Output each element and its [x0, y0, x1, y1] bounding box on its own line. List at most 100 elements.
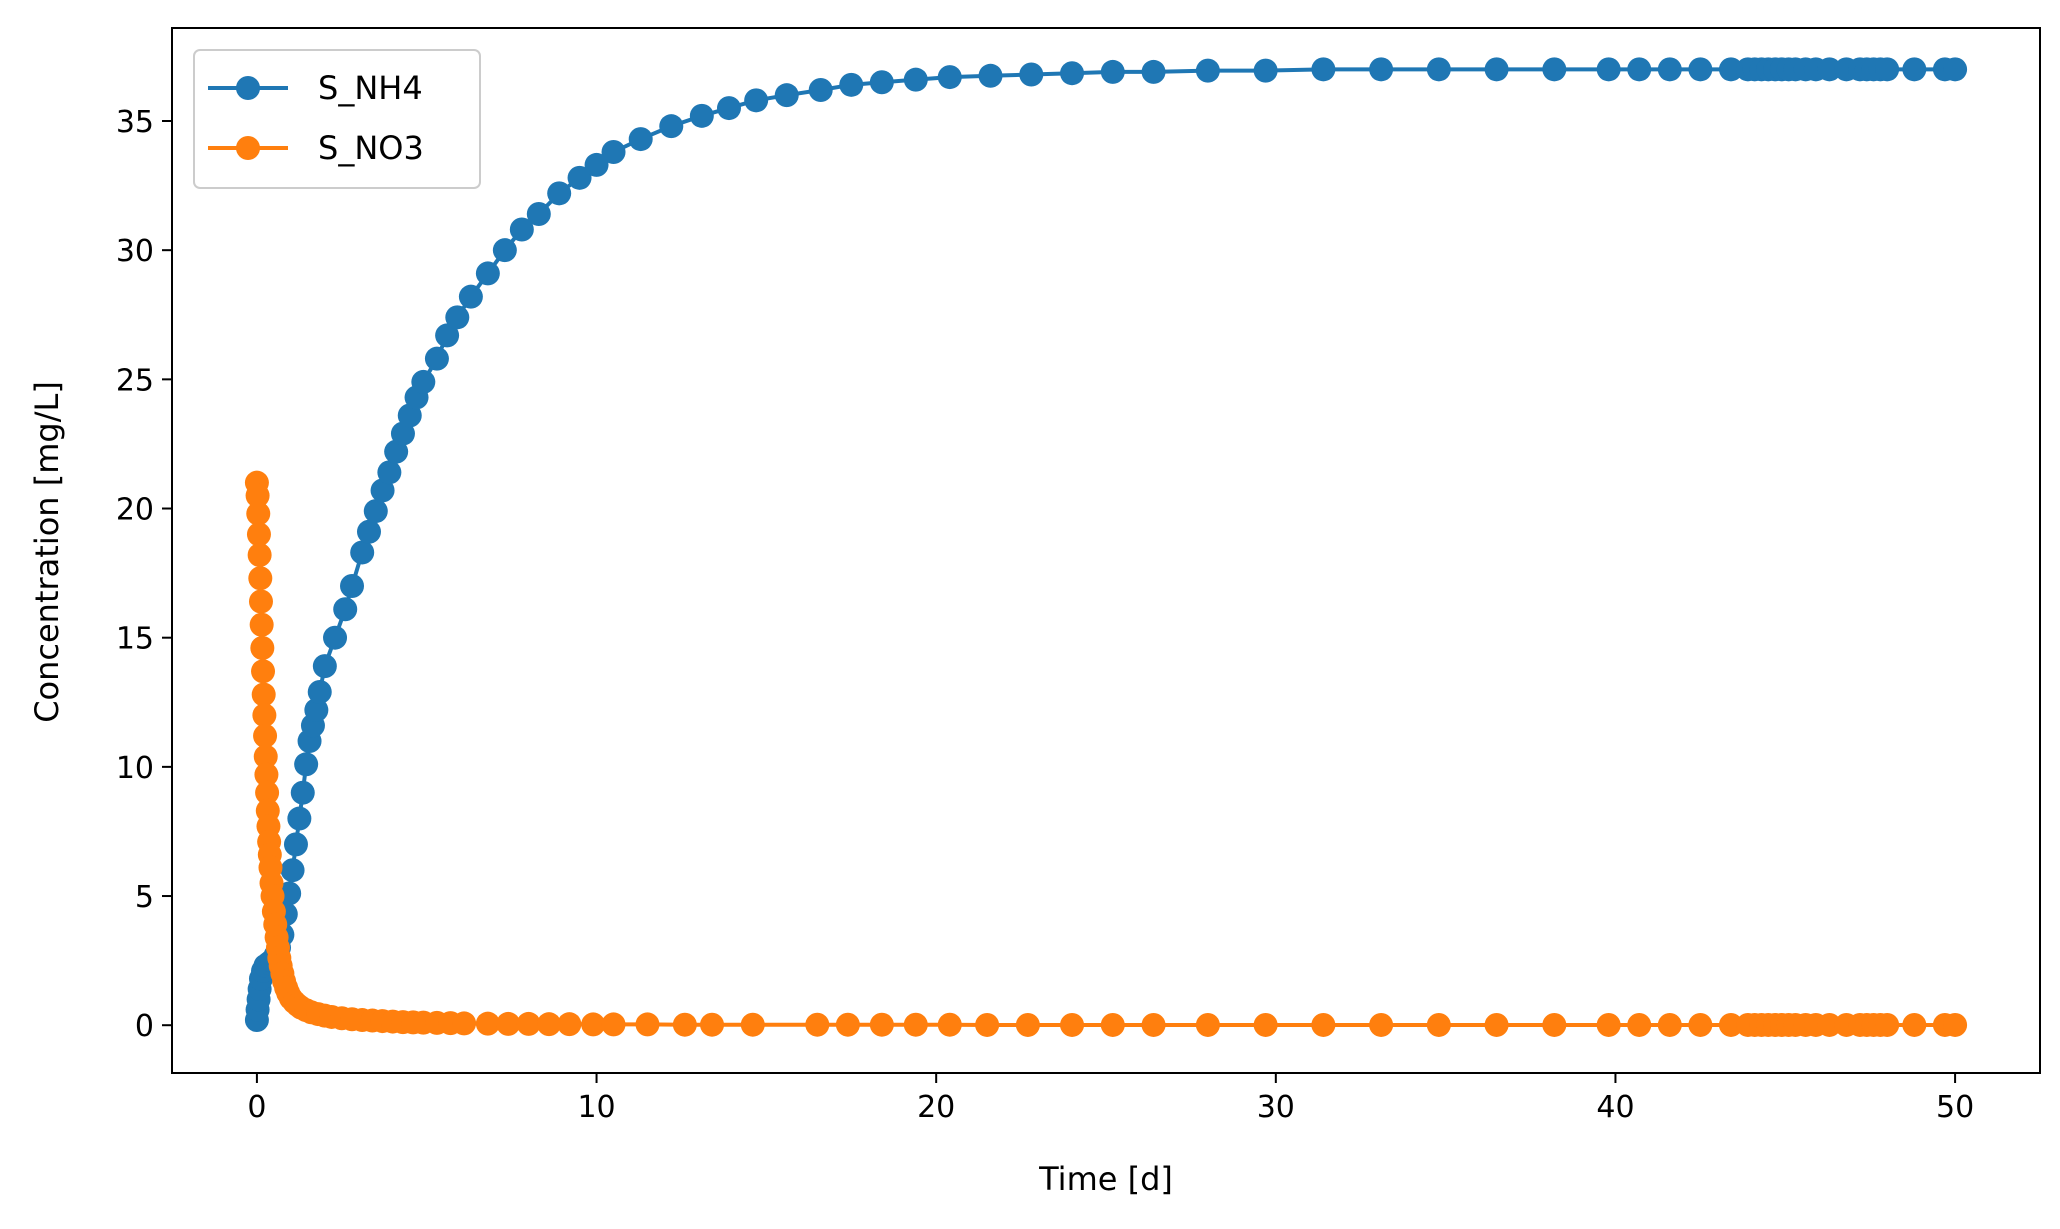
data-point [903, 67, 928, 92]
data-point [1484, 1012, 1509, 1037]
y-axis-label: Concentration [mg/L] [28, 381, 66, 723]
data-point [294, 752, 319, 777]
data-point [740, 1012, 765, 1037]
x-tick-label: 30 [1257, 1090, 1295, 1125]
data-point [1817, 1012, 1842, 1037]
data-point [475, 261, 500, 286]
data-point [492, 238, 517, 263]
data-point [1902, 57, 1927, 82]
data-point [1253, 1012, 1278, 1037]
data-point [1195, 1012, 1220, 1037]
axes-frame [171, 27, 2041, 1074]
data-point [384, 439, 409, 464]
data-point [249, 612, 274, 637]
data-point [567, 165, 592, 190]
y-tick-label: 10 [116, 751, 154, 786]
data-point [937, 1012, 962, 1037]
data-point [1141, 1012, 1166, 1037]
data-point [424, 346, 449, 371]
data-point [246, 522, 271, 547]
x-tick-label: 0 [247, 1090, 266, 1125]
data-point [452, 1011, 477, 1036]
data-point [808, 78, 833, 102]
data-point [323, 625, 348, 650]
data-point [584, 152, 609, 177]
data-point [340, 574, 365, 599]
data-point [689, 103, 714, 128]
data-point [251, 682, 276, 707]
plot-area [172, 28, 2040, 1073]
data-point [526, 202, 551, 227]
data-point [390, 421, 415, 446]
data-point [356, 519, 381, 544]
data-point [1253, 58, 1278, 83]
data-point [370, 478, 395, 503]
data-point [245, 483, 270, 508]
data-point [1688, 57, 1713, 82]
data-point [601, 1012, 626, 1037]
data-point [254, 762, 279, 787]
legend-label-s-nh4: S_NH4 [318, 69, 423, 107]
data-point [1596, 57, 1621, 82]
data-point [377, 460, 402, 485]
data-point [445, 305, 470, 330]
data-point [903, 1012, 928, 1037]
axes-layer: 0 10 20 30 40 50 0 5 10 15 20 25 30 35 [116, 27, 2041, 1125]
legend-marker-s-no3 [236, 136, 260, 160]
legend-box [193, 49, 481, 189]
data-point [869, 1012, 894, 1037]
data-point [1019, 62, 1044, 87]
data-point [1100, 59, 1125, 84]
data-point [435, 323, 460, 348]
y-tick-label: 0 [135, 1009, 154, 1044]
data-point [283, 832, 308, 857]
data-point [744, 88, 769, 113]
data-point [1542, 57, 1567, 82]
data-point [1426, 1012, 1451, 1037]
data-point [581, 1012, 606, 1037]
data-point [1195, 58, 1220, 83]
data-point [397, 403, 422, 428]
data-point [287, 806, 312, 831]
data-point [312, 654, 337, 679]
data-point [458, 284, 483, 309]
data-point [1718, 1012, 1743, 1037]
data-point [248, 589, 273, 614]
data-point [1718, 57, 1743, 82]
data-point [700, 1012, 725, 1037]
legend-marker-s-nh4 [236, 76, 260, 100]
x-tick-label: 20 [917, 1090, 955, 1125]
data-point [363, 499, 388, 524]
data-point [1141, 59, 1166, 84]
y-tick-label: 15 [116, 622, 154, 657]
data-point [304, 698, 329, 723]
series-layer [244, 57, 1968, 1037]
data-point [1369, 57, 1394, 82]
plot-background [172, 28, 2040, 1073]
y-tick-label: 25 [116, 363, 154, 398]
legend-layer: S_NH4 S_NO3 [193, 49, 481, 189]
data-point [1311, 1012, 1336, 1037]
data-point [839, 72, 864, 97]
data-point [1688, 1012, 1713, 1037]
data-point [250, 636, 275, 661]
data-point [601, 140, 626, 164]
data-point [252, 703, 277, 728]
data-point [1484, 57, 1509, 82]
data-point [509, 217, 534, 242]
data-point [774, 83, 799, 108]
data-point [280, 858, 305, 883]
data-point [547, 181, 572, 206]
data-point [1015, 1012, 1040, 1037]
y-tick-label: 5 [135, 880, 154, 915]
data-point [333, 597, 358, 622]
x-tick-label: 50 [1936, 1090, 1974, 1125]
data-point [978, 63, 1003, 88]
data-point [635, 1012, 660, 1037]
y-tick-label: 35 [116, 105, 154, 140]
data-point [1817, 57, 1842, 82]
data-point [537, 1012, 561, 1037]
data-point [248, 566, 273, 591]
data-point [1596, 1012, 1621, 1037]
x-tick-label: 40 [1596, 1090, 1634, 1125]
